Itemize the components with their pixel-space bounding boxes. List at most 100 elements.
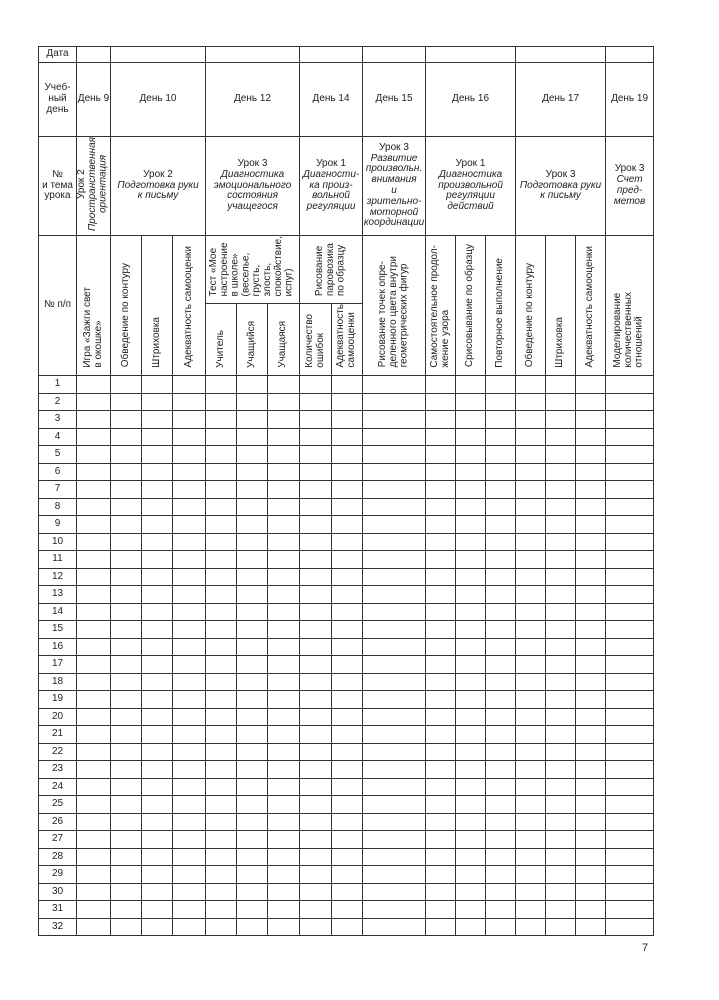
- entry-cell[interactable]: [236, 830, 269, 849]
- entry-cell[interactable]: [362, 812, 427, 832]
- entry-cell[interactable]: [76, 830, 111, 849]
- entry-cell[interactable]: [267, 777, 301, 797]
- entry-cell[interactable]: [545, 445, 577, 464]
- entry-cell[interactable]: [515, 707, 547, 727]
- entry-cell[interactable]: [299, 550, 333, 569]
- entry-cell[interactable]: [171, 777, 207, 797]
- entry-cell[interactable]: [171, 725, 207, 744]
- entry-cell[interactable]: [455, 725, 487, 744]
- entry-cell[interactable]: [267, 812, 301, 832]
- entry-cell[interactable]: [141, 375, 173, 394]
- entry-cell[interactable]: [362, 462, 427, 482]
- entry-cell[interactable]: [205, 900, 238, 919]
- entry-cell[interactable]: [455, 462, 487, 482]
- entry-cell[interactable]: [425, 462, 457, 482]
- entry-cell[interactable]: [236, 882, 269, 902]
- entry-cell[interactable]: [605, 917, 655, 937]
- entry-cell[interactable]: [141, 900, 173, 919]
- entry-cell[interactable]: [141, 847, 173, 867]
- entry-cell[interactable]: [331, 847, 364, 867]
- entry-cell[interactable]: [110, 830, 142, 849]
- entry-cell[interactable]: [605, 690, 655, 709]
- entry-cell[interactable]: [455, 672, 487, 692]
- entry-cell[interactable]: [141, 515, 173, 534]
- entry-cell[interactable]: [362, 375, 427, 394]
- entry-cell[interactable]: [425, 585, 457, 604]
- entry-cell[interactable]: [425, 445, 457, 464]
- entry-cell[interactable]: [425, 690, 457, 709]
- entry-cell[interactable]: [171, 532, 207, 552]
- entry-cell[interactable]: [171, 515, 207, 534]
- entry-cell[interactable]: [605, 427, 655, 447]
- entry-cell[interactable]: [485, 427, 517, 447]
- entry-cell[interactable]: [575, 742, 607, 762]
- entry-cell[interactable]: [171, 760, 207, 779]
- entry-cell[interactable]: [455, 865, 487, 884]
- entry-cell[interactable]: [171, 637, 207, 657]
- entry-cell[interactable]: [575, 480, 607, 499]
- entry-cell[interactable]: [141, 690, 173, 709]
- entry-cell[interactable]: [331, 760, 364, 779]
- entry-cell[interactable]: [485, 865, 517, 884]
- entry-cell[interactable]: [575, 707, 607, 727]
- entry-cell[interactable]: [205, 812, 238, 832]
- entry-cell[interactable]: [205, 882, 238, 902]
- entry-cell[interactable]: [545, 637, 577, 657]
- entry-cell[interactable]: [515, 900, 547, 919]
- entry-cell[interactable]: [425, 742, 457, 762]
- entry-cell[interactable]: [299, 585, 333, 604]
- entry-cell[interactable]: [455, 655, 487, 674]
- entry-cell[interactable]: [267, 462, 301, 482]
- entry-cell[interactable]: [331, 480, 364, 499]
- entry-cell[interactable]: [110, 795, 142, 814]
- entry-cell[interactable]: [362, 690, 427, 709]
- entry-cell[interactable]: [331, 497, 364, 517]
- entry-cell[interactable]: [485, 602, 517, 622]
- entry-cell[interactable]: [171, 742, 207, 762]
- entry-cell[interactable]: [485, 917, 517, 937]
- entry-cell[interactable]: [485, 777, 517, 797]
- entry-cell[interactable]: [515, 882, 547, 902]
- entry-cell[interactable]: [485, 882, 517, 902]
- entry-cell[interactable]: [171, 847, 207, 867]
- entry-cell[interactable]: [331, 392, 364, 412]
- entry-cell[interactable]: [362, 900, 427, 919]
- entry-cell[interactable]: [141, 707, 173, 727]
- entry-cell[interactable]: [236, 567, 269, 587]
- entry-cell[interactable]: [76, 865, 111, 884]
- entry-cell[interactable]: [76, 427, 111, 447]
- entry-cell[interactable]: [605, 620, 655, 639]
- entry-cell[interactable]: [110, 725, 142, 744]
- entry-cell[interactable]: [171, 375, 207, 394]
- entry-cell[interactable]: [331, 865, 364, 884]
- entry-cell[interactable]: [455, 620, 487, 639]
- entry-cell[interactable]: [76, 655, 111, 674]
- entry-cell[interactable]: [425, 882, 457, 902]
- entry-cell[interactable]: [545, 497, 577, 517]
- entry-cell[interactable]: [76, 392, 111, 412]
- entry-cell[interactable]: [605, 480, 655, 499]
- entry-cell[interactable]: [267, 760, 301, 779]
- entry-cell[interactable]: [267, 795, 301, 814]
- entry-cell[interactable]: [605, 865, 655, 884]
- entry-cell[interactable]: [110, 480, 142, 499]
- entry-cell[interactable]: [267, 620, 301, 639]
- entry-cell[interactable]: [515, 480, 547, 499]
- entry-cell[interactable]: [267, 410, 301, 429]
- entry-cell[interactable]: [575, 427, 607, 447]
- entry-cell[interactable]: [267, 917, 301, 937]
- entry-cell[interactable]: [331, 725, 364, 744]
- entry-cell[interactable]: [455, 777, 487, 797]
- entry-cell[interactable]: [515, 917, 547, 937]
- entry-cell[interactable]: [205, 760, 238, 779]
- entry-cell[interactable]: [331, 830, 364, 849]
- entry-cell[interactable]: [485, 480, 517, 499]
- entry-cell[interactable]: [605, 760, 655, 779]
- entry-cell[interactable]: [267, 847, 301, 867]
- entry-cell[interactable]: [110, 882, 142, 902]
- entry-cell[interactable]: [236, 812, 269, 832]
- entry-cell[interactable]: [362, 847, 427, 867]
- entry-cell[interactable]: [485, 497, 517, 517]
- entry-cell[interactable]: [362, 497, 427, 517]
- entry-cell[interactable]: [605, 585, 655, 604]
